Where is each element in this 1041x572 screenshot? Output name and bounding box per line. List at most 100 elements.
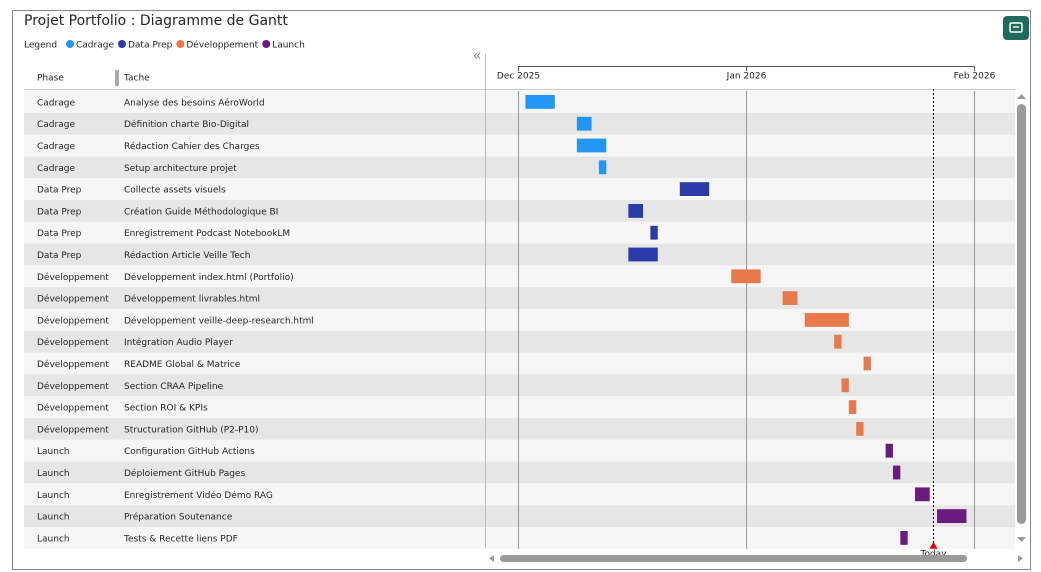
task-cell: Structuration GitHub (P2-P10) [124,425,259,435]
phase-cell: Développement [37,272,109,283]
legend-swatch [176,40,185,48]
row-band [24,330,1015,353]
legend-label: Launch [272,41,305,51]
task-bar [525,95,555,109]
task-bar [628,204,644,218]
phase-cell: Data Prep [37,251,82,261]
task-cell: Rédaction Article Veille Tech [124,250,250,261]
task-cell: Tests & Recette liens PDF [123,534,238,544]
task-bar [885,443,893,458]
today-marker [929,541,938,549]
task-cell: README Global & Matrice [124,360,241,370]
task-bar [731,269,761,284]
column-header: Phase [37,74,64,84]
legend-label: Data Prep [128,41,173,51]
task-bar [576,116,592,131]
phase-cell: Launch [37,513,70,523]
phase-cell: Cadrage [37,142,75,152]
legend-title: Legend [24,41,57,51]
bars: Today [525,89,967,559]
row-band [24,505,1015,527]
task-cell: Analyse des besoins AéroWorld [124,97,265,108]
row-band [24,200,1015,222]
task-cell: Rédaction Cahier des Charges [124,141,260,152]
phase-cell: Launch [37,447,70,457]
task-cell: Enregistrement Vidéo Démo RAG [124,490,273,501]
row-band [24,134,1015,157]
legend-swatch [117,40,126,48]
task-cell: Développement veille-deep-research.html [124,315,314,326]
phase-cell: Data Prep [37,229,82,239]
x-axis: Dec 2025 Jan 2026 Feb 2026 [497,66,996,82]
h-scrollbar[interactable] [500,555,967,562]
v-scrollbar[interactable] [1017,104,1026,524]
legend-swatch [66,40,74,48]
task-bar [628,247,658,262]
button-bg[interactable] [1003,16,1029,40]
task-bar [834,334,842,349]
task-bar [650,225,658,240]
task-cell: Définition charte Bio-Digital [124,119,249,130]
scroll-left[interactable] [489,555,494,562]
task-bar [856,422,864,436]
task-bar [679,182,710,196]
phase-cell: Développement [37,403,109,414]
export-button[interactable] [1003,16,1029,40]
x-tick-label: Feb 2026 [954,72,996,82]
row-band [24,527,1015,549]
row-band [24,352,1015,375]
task-bar [848,400,857,414]
task-bar [915,487,930,502]
phase-cell: Développement [37,424,109,435]
task-bar [782,291,798,305]
row-band [24,309,1015,331]
phase-cell: Cadrage [37,164,75,174]
row-band [24,461,1015,484]
legend-label: Cadrage [76,41,114,51]
phase-cell: Launch [37,491,70,501]
task-cell: Déploiement GitHub Pages [124,468,245,479]
row-band [24,287,1015,309]
scroll-right[interactable] [1018,555,1023,562]
task-cell: Configuration GitHub Actions [124,447,255,457]
task-cell: Développement livrables.html [124,294,260,305]
scroll-up[interactable] [1017,94,1026,99]
rows: Cadrage Analyse des besoins AéroWorld Cadr… [24,91,1015,549]
task-bar [841,378,849,393]
phase-cell: Développement [37,294,109,305]
task-cell: Setup architecture projet [124,164,237,174]
column-header: Tache [123,74,150,84]
button-icon [1009,22,1023,33]
phase-cell: Cadrage [37,120,75,130]
phase-cell: Cadrage [37,98,75,108]
row-band [24,112,1015,135]
row-band [24,265,1015,288]
scroll-down[interactable] [1017,537,1026,542]
chart-title: Projet Portfolio : Diagramme de Gantt [24,13,288,29]
task-cell: Enregistrement Podcast NotebookLM [124,229,290,239]
today-label: Today [919,549,947,559]
task-bar [863,356,871,371]
phase-cell: Launch [37,534,70,544]
legend: Cadrage Data Prep Développement Launch [66,40,305,51]
task-cell: Collecte assets visuels [124,186,226,196]
legend-label: Développement [186,40,258,51]
task-bar [892,465,901,480]
x-tick-label: Dec 2025 [497,72,540,82]
x-tick-label: Jan 2026 [726,72,767,82]
task-cell: Intégration Audio Player [124,337,233,348]
phase-cell: Développement [37,337,109,348]
row-band [24,374,1015,397]
task-bar [937,509,967,523]
task-cell: Développement index.html (Portfolio) [124,272,294,283]
row-band [24,418,1015,440]
task-bar [804,313,849,327]
row-band [24,243,1015,266]
task-bar [576,138,607,153]
collapse-button[interactable]: « [473,48,482,64]
phase-cell: Data Prep [37,207,82,217]
task-cell: Section CRAA Pipeline [124,382,224,392]
row-band [24,439,1015,462]
